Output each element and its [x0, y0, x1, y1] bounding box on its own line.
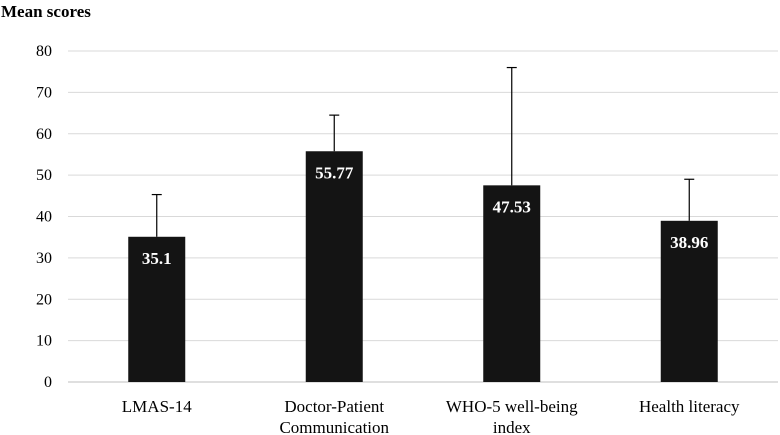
y-tick-label: 0 [44, 374, 52, 391]
y-tick-label: 60 [36, 126, 52, 143]
data-label: 38.96 [670, 233, 708, 252]
x-category-label-line: Health literacy [639, 397, 740, 416]
x-category-label-line: index [493, 418, 531, 435]
error-bars [151, 66, 695, 237]
y-tick-label: 30 [36, 250, 52, 267]
x-category-label: Health literacy [639, 397, 740, 416]
bar [483, 185, 541, 382]
data-label: 35.1 [142, 249, 172, 268]
y-tick-label: 50 [36, 167, 52, 184]
y-tick-label: 10 [36, 333, 52, 350]
x-category-label: LMAS-14 [122, 397, 192, 416]
bars [128, 151, 718, 382]
x-category-label-line: Doctor-Patient [284, 397, 384, 416]
x-category-label: Doctor-Patient Communication [279, 397, 389, 435]
y-tick-label: 80 [36, 43, 52, 60]
data-labels: 35.1 55.77 47.53 38.96 [142, 163, 709, 268]
data-label: 55.77 [315, 163, 354, 182]
y-axis-ticks: 0 10 20 30 40 50 60 70 80 [36, 43, 52, 391]
x-axis-categories: LMAS-14 Doctor-Patient Communication WHO-5 … [122, 397, 740, 435]
x-category-label-line: WHO-5 well-being [446, 397, 578, 416]
x-category-label-line: Communication [279, 418, 389, 435]
bar [660, 220, 718, 382]
y-tick-label: 20 [36, 291, 52, 308]
data-label: 47.53 [493, 197, 531, 216]
grid-lines [68, 50, 778, 383]
bar [128, 236, 186, 382]
bar [305, 151, 363, 382]
y-axis-title: Mean scores [1, 2, 91, 21]
x-category-label-line: LMAS-14 [122, 397, 192, 416]
x-category-label: WHO-5 well-being index [446, 397, 578, 435]
y-tick-label: 70 [36, 84, 52, 101]
y-tick-label: 40 [36, 209, 52, 226]
